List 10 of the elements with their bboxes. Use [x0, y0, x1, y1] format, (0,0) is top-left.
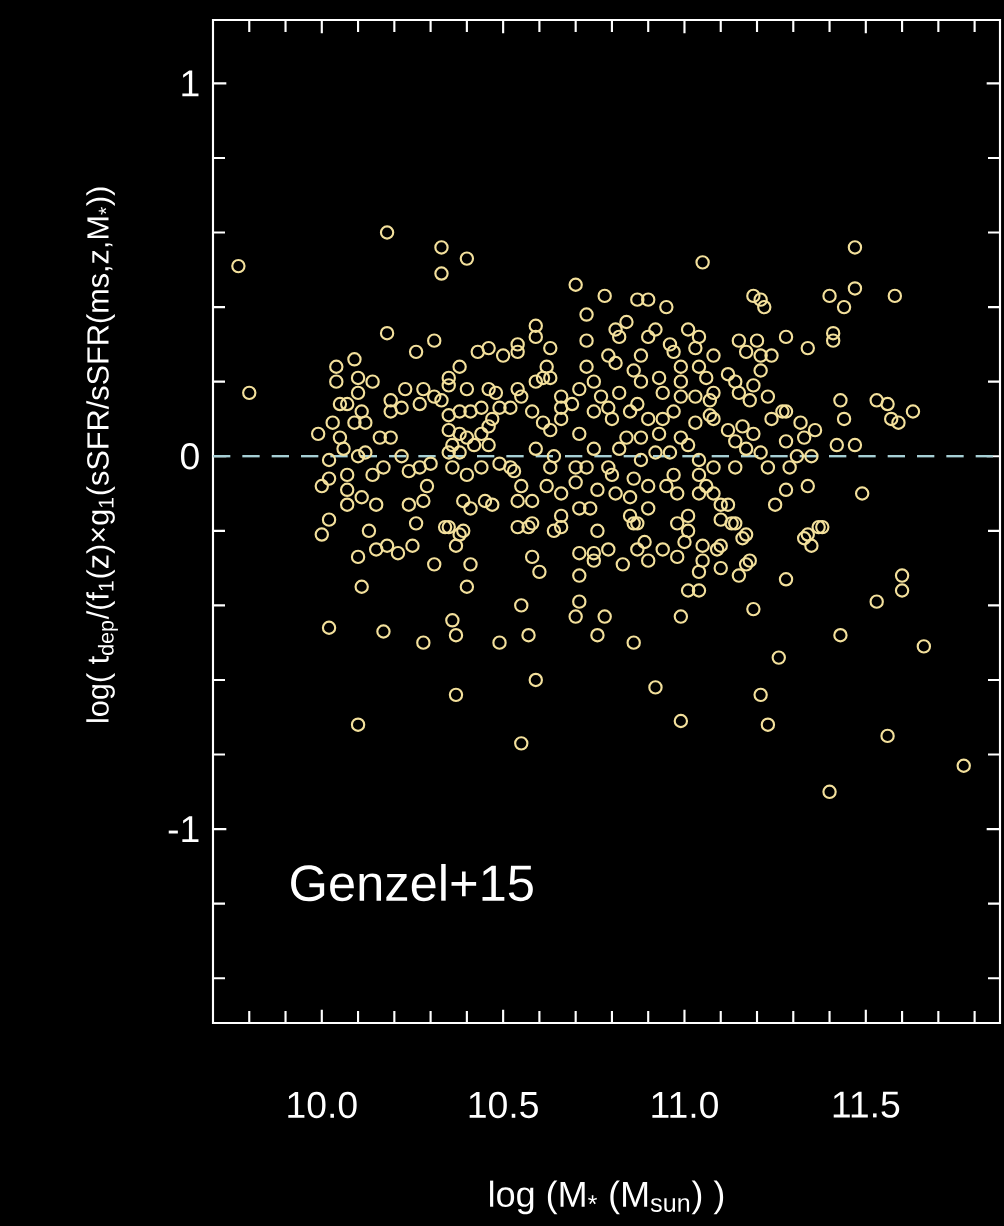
x-axis-title: log (M$_{*}$ (M$_{sun}$) ): [490, 1180, 724, 1215]
x-tick-label: 11.5: [833, 1091, 900, 1118]
x-tick-label: 10.0: [288, 1091, 357, 1119]
annotation: Genzel+15: [291, 863, 533, 902]
x-tick-label: 11.0: [652, 1091, 718, 1119]
x-tick-label: 10.5: [469, 1091, 538, 1119]
y-tick-label: 1: [182, 70, 199, 97]
y-tick-label: 0: [180, 443, 199, 470]
y-tick-label: -1: [168, 816, 199, 842]
text: log( t$_{dep}$/(f$_{1}$(z)×g$_{1}$(sSFR/sSFR(ms,z,M$_{*}$)): [86, 187, 118, 722]
